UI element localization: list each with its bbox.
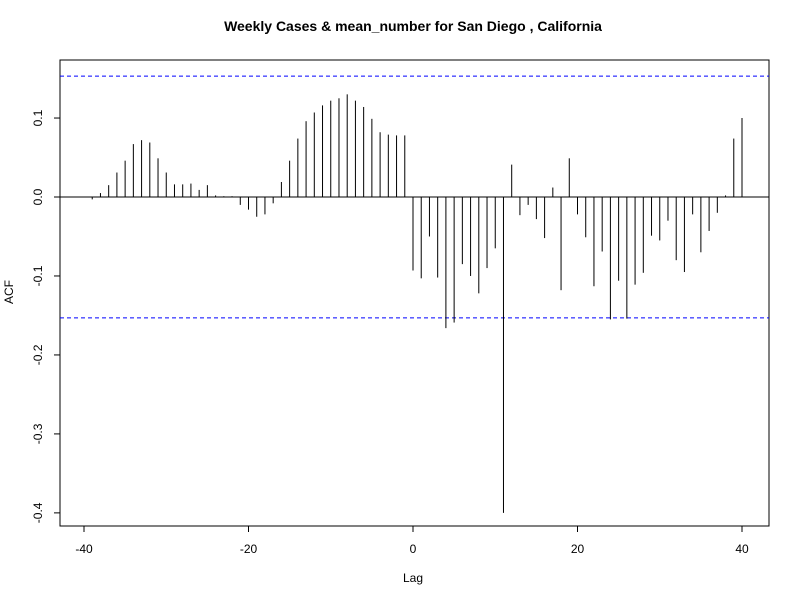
y-tick-label: -0.2 — [31, 344, 45, 365]
x-axis-label: Lag — [403, 571, 423, 585]
y-tick-label: -0.3 — [31, 423, 45, 444]
plot-frame — [59, 59, 770, 527]
x-tick-label: -40 — [75, 542, 93, 556]
chart-title: Weekly Cases & mean_number for San Diego… — [224, 18, 602, 34]
y-tick-label: 0.1 — [31, 109, 45, 126]
y-tick-label: -0.4 — [31, 502, 45, 523]
x-tick-label: 0 — [410, 542, 417, 556]
x-tick-label: 20 — [571, 542, 585, 556]
y-tick-label: 0.0 — [31, 188, 45, 205]
x-tick-label: -20 — [240, 542, 258, 556]
y-axis-label: ACF — [2, 280, 16, 304]
y-tick-label: -0.1 — [31, 265, 45, 286]
x-tick-label: 40 — [735, 542, 749, 556]
